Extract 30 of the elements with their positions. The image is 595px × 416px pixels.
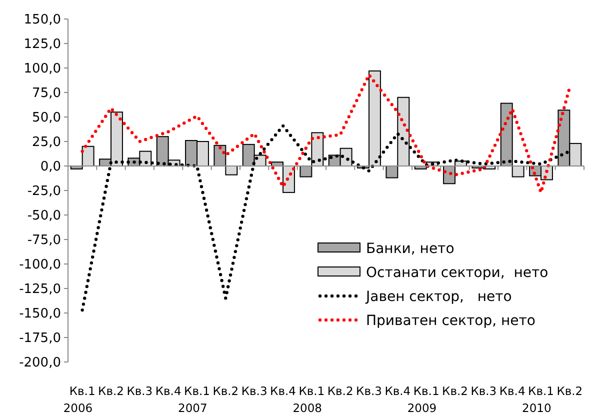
x-tick-label: Кв.2: [212, 384, 239, 398]
y-tick-label: 50,0: [32, 110, 61, 126]
x-tick-label: Кв.3: [126, 384, 153, 398]
y-tick-label: 150,0: [24, 12, 61, 28]
legend-label: Останати сектори, нето: [366, 264, 548, 281]
y-tick-label: 100,0: [24, 62, 61, 77]
legend-label: Банки, нето: [366, 240, 454, 257]
y-tick-label: -150,0: [19, 306, 61, 322]
y-tick-label: -200,0: [19, 356, 61, 371]
y-tick-label: -125,0: [19, 282, 61, 298]
y-tick-label: -175,0: [19, 331, 61, 346]
y-tick-label: -50,0: [27, 208, 61, 224]
y-tick-label: -100,0: [19, 258, 61, 273]
legend-label: Приватен сектор, нето: [366, 312, 536, 329]
legend-label: Јавен сектор, нето: [365, 288, 512, 305]
x-tick-label: Кв.2: [556, 384, 583, 398]
x-tick-label: Кв.1 2006: [63, 384, 96, 415]
y-tick-label: -25,0: [27, 184, 61, 200]
y-tick-label: 0,0: [40, 160, 61, 175]
x-tick-label: Кв.2: [98, 384, 124, 398]
y-tick-label: 25,0: [32, 135, 61, 150]
x-tick-label: Кв.2: [327, 384, 354, 398]
x-tick-label: Кв.3: [241, 384, 268, 398]
y-tick-label: -75,0: [27, 233, 61, 248]
x-tick-label: Кв.3: [470, 384, 497, 398]
y-tick-label: 75,0: [32, 86, 61, 102]
line-series: [80, 73, 572, 194]
x-tick-label: Кв.2: [442, 384, 468, 398]
x-tick-label: Кв.3: [356, 384, 382, 398]
y-tick-label: 125,0: [24, 37, 61, 52]
